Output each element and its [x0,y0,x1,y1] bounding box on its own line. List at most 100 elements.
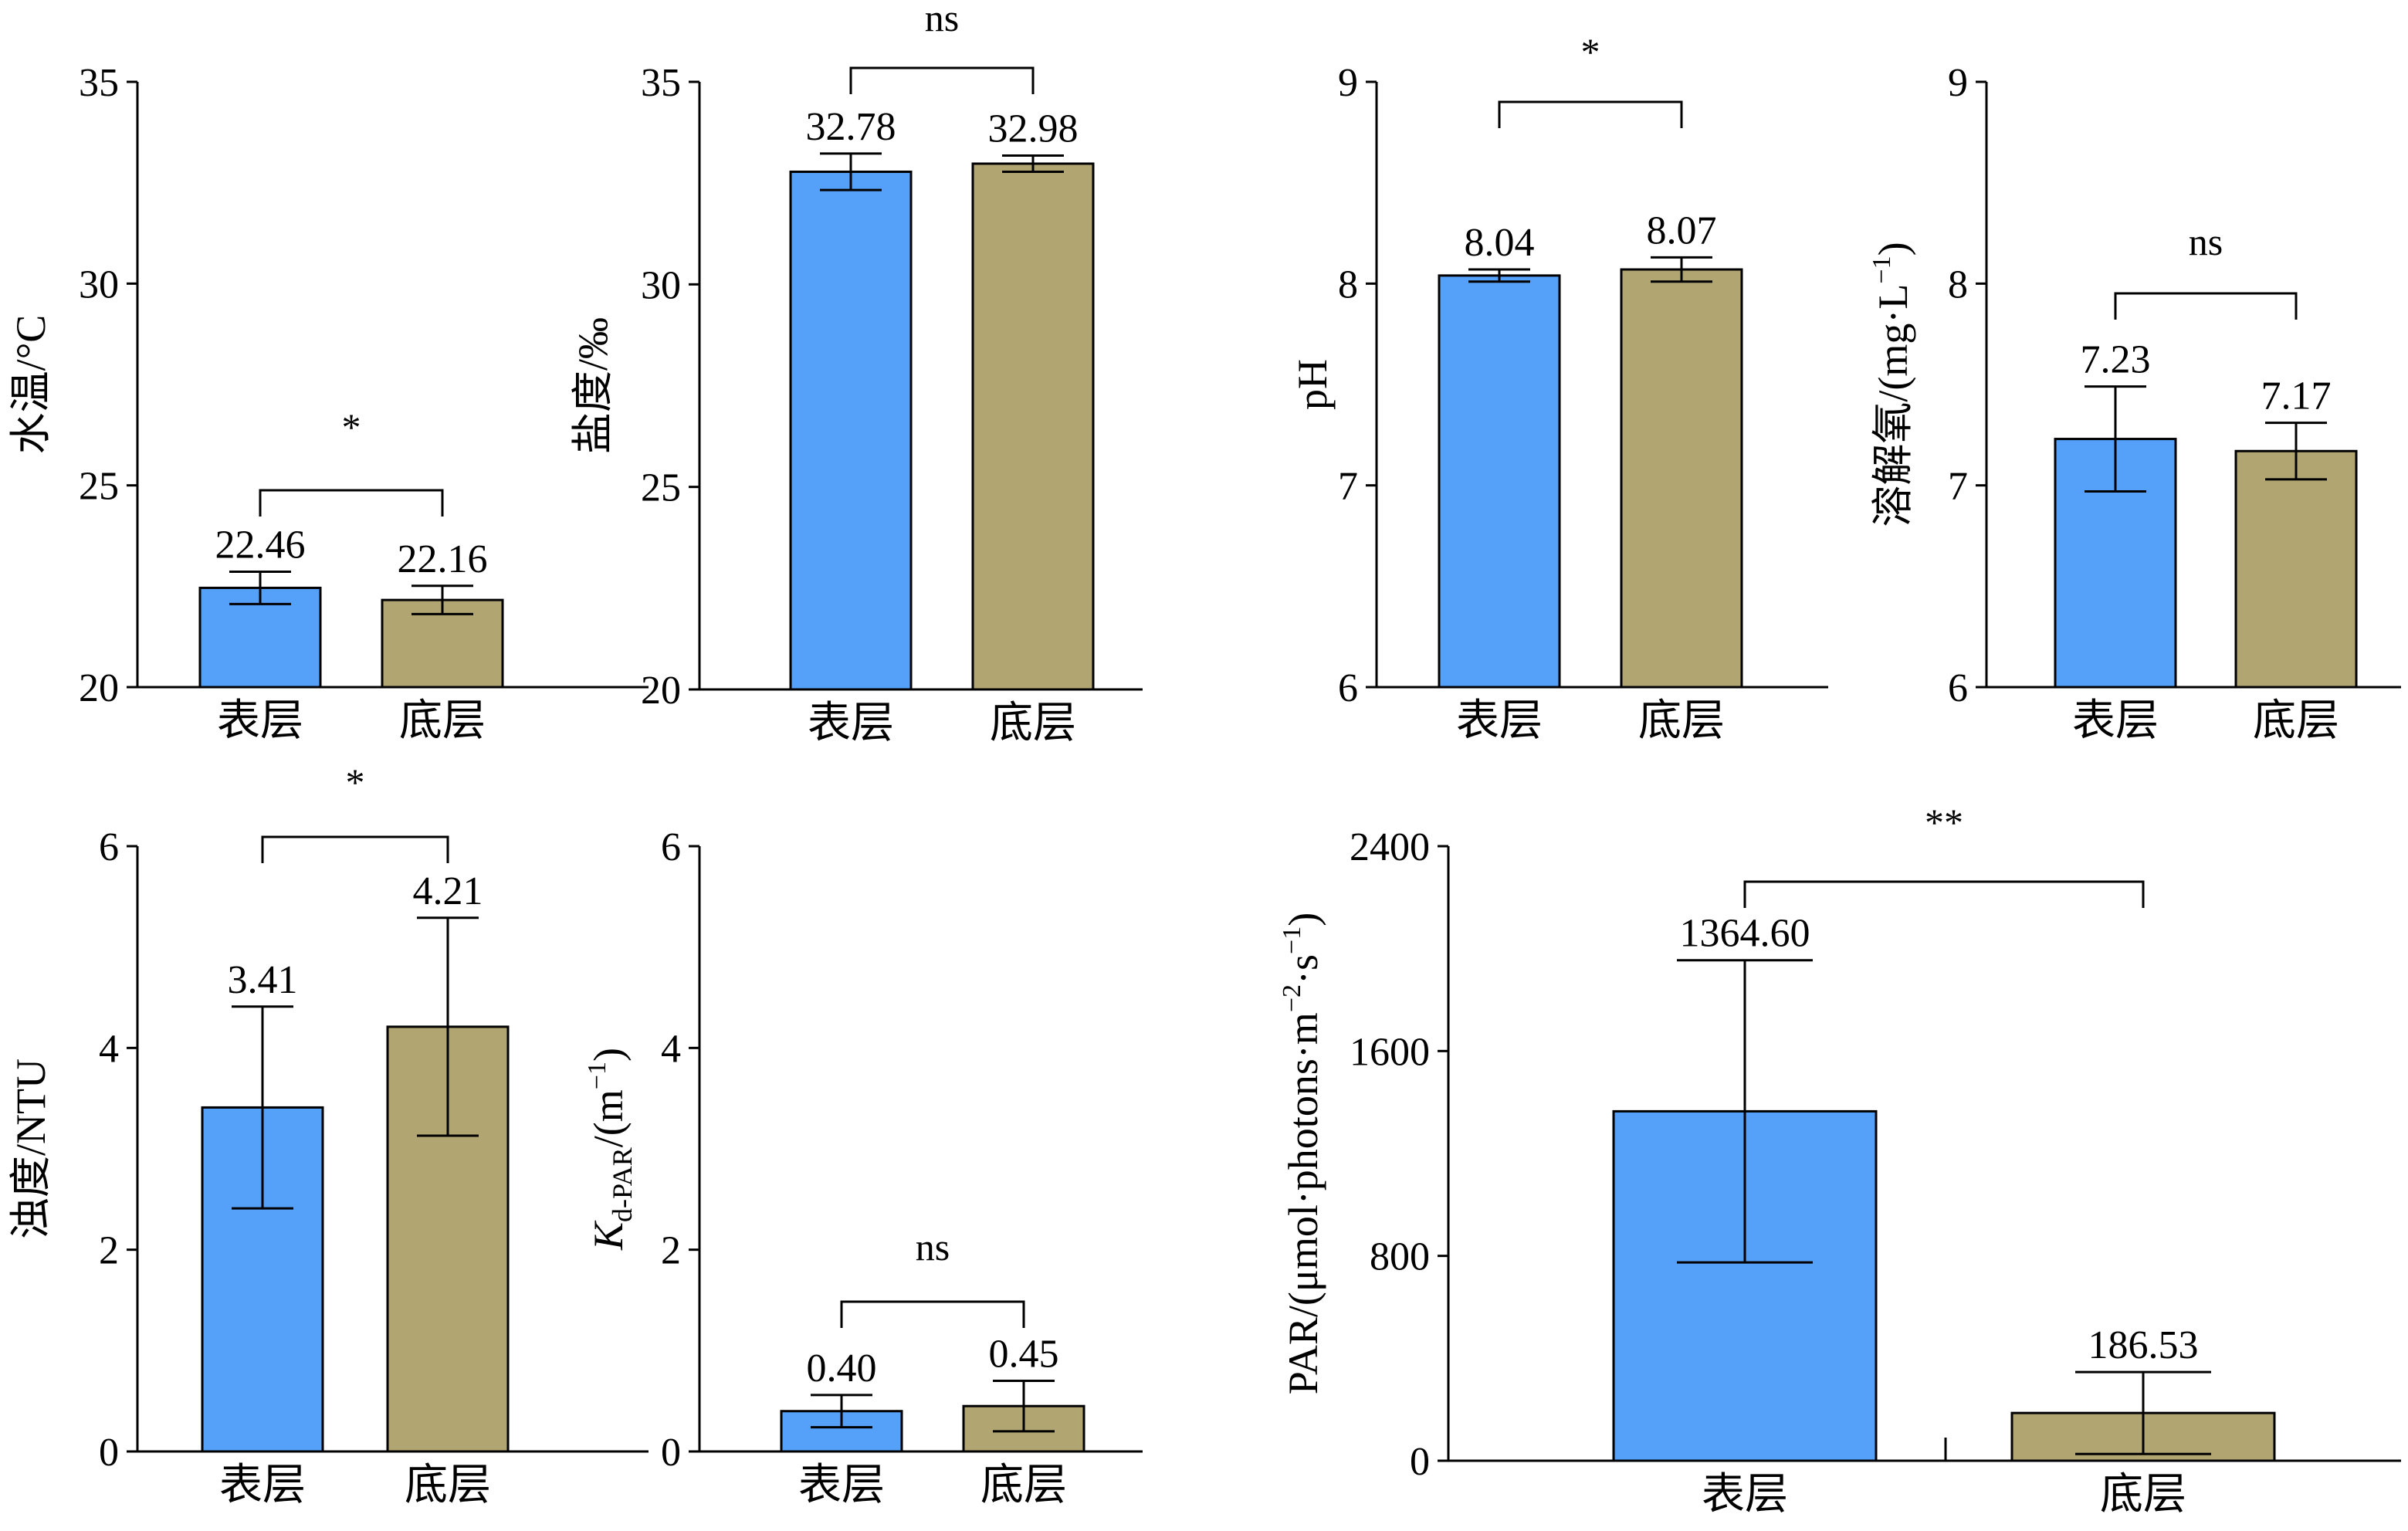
significance-bracket: ns [849,0,1035,94]
chart-panel-par: 0 800 1600 2400 1364.60 表层 186.53 底层 ** PAR/(μmol… [1278,801,2401,1519]
bracket-line [259,489,444,517]
y-tick-label: 20 [79,666,119,710]
data-label: 7.23 [2081,338,2151,382]
y-tick-label: 6 [1948,666,1968,710]
y-tick-label: 30 [79,263,119,307]
error-bar [993,1380,1055,1433]
y-tick-label: 9 [1948,61,1968,105]
bar-bottom [2234,449,2358,689]
y-tick-label: 800 [1370,1235,1430,1279]
bracket-line [1743,880,2145,908]
data-label: 32.78 [806,105,896,149]
significance-bracket: ns [840,1225,1025,1328]
significance-label: * [346,760,365,804]
y-tick-label: 7 [1948,465,1968,509]
data-label: 3.41 [228,958,298,1002]
chart-panel-water-temp: 20 25 30 35 22.46 表层 22.16 底层 * 水温/°C [8,61,649,745]
bar-bottom [971,162,1095,691]
y-tick-label: 7 [1338,465,1358,509]
error-bar [229,571,291,605]
error-bar [2075,1370,2211,1455]
y-tick-label: 2400 [1350,825,1430,869]
bracket-line [1498,100,1683,128]
data-label: 0.40 [807,1346,877,1390]
error-bar [2085,385,2146,493]
chart-panel-ph: 6 7 8 9 8.04 表层 8.07 底层 * pH [1289,30,1828,745]
error-bar [1677,959,1813,1264]
error-bar [417,916,479,1137]
data-label: 8.04 [1465,221,1535,265]
error-bar [1002,154,1064,173]
y-axis-label: 盐度/‰ [570,317,616,454]
x-category-label: 底层 [2253,697,2339,745]
y-tick-label: 1600 [1350,1030,1430,1074]
y-tick-label: 0 [99,1431,119,1475]
significance-bracket: ** [1743,801,2145,908]
data-label: 4.21 [413,869,483,913]
error-bar [1651,256,1712,283]
significance-label: ns [916,1225,950,1268]
significance-label: * [342,405,361,449]
y-tick-label: 6 [1338,666,1358,710]
y-tick-label: 8 [1338,263,1358,307]
bracket-line [261,835,449,863]
y-tick-label: 9 [1338,61,1358,105]
significance-label: ns [925,0,959,39]
x-category-label: 表层 [1456,697,1543,745]
y-axis-label: pH [1289,359,1336,410]
y-tick-label: 20 [641,669,681,713]
x-category-label: 底层 [2100,1471,2186,1519]
data-label: 32.98 [988,107,1079,151]
significance-bracket: * [1498,30,1683,128]
data-label: 1364.60 [1680,912,1810,956]
x-category-label: 底层 [1638,697,1725,745]
y-tick-label: 30 [641,263,681,307]
bar-surface [1438,274,1561,689]
bar-surface [789,170,913,691]
chart-panel-dissolved-oxygen: 6 7 8 9 7.23 表层 7.17 底层 ns 溶解氧/(mg·L−1) [1868,61,2401,745]
y-tick-label: 35 [641,61,681,105]
y-axis-label: 溶解氧/(mg·L−1) [1868,242,1916,527]
y-axis-label: Kd-PAR/(m−1) [583,1048,638,1251]
data-label: 22.46 [215,523,306,567]
y-tick-label: 8 [1948,263,1968,307]
y-axis-label: 浊度/NTU [8,1058,54,1239]
significance-bracket: * [261,760,449,863]
x-category-label: 底层 [980,1462,1067,1509]
significance-label: * [1581,30,1600,73]
error-bar [2265,422,2327,481]
x-category-label: 底层 [399,697,486,745]
bracket-line [849,66,1035,94]
y-tick-label: 25 [79,465,119,509]
y-tick-label: 2 [661,1229,681,1273]
x-category-label: 表层 [2072,697,2159,745]
y-tick-label: 2 [99,1229,119,1273]
error-bar [232,1005,293,1210]
significance-bracket: ns [2114,220,2298,320]
chart-panel-salinity: 20 25 30 35 32.78 表层 32.98 底层 ns 盐度/‰ [570,0,1143,747]
bracket-line [2114,292,2298,320]
bar-bottom [1620,268,1743,689]
error-bar [1468,268,1530,283]
y-tick-label: 6 [99,825,119,869]
x-category-label: 表层 [217,697,303,745]
bracket-line [840,1300,1025,1328]
error-bar [811,1394,872,1429]
significance-label: ns [2189,220,2223,263]
y-axis-label: PAR/(μmol·photons·m−2·s−1) [1278,913,1326,1394]
significance-bracket: * [259,405,444,517]
data-label: 0.45 [989,1333,1059,1377]
data-label: 22.16 [398,537,488,581]
chart-panel-turbidity: 0 2 4 6 3.41 表层 4.21 底层 * 浊度/NTU [8,760,649,1509]
y-tick-label: 0 [1410,1440,1430,1484]
y-axis-label: 水温/°C [8,315,54,455]
x-category-label: 表层 [1702,1471,1788,1519]
data-label: 7.17 [2261,374,2332,418]
data-label: 186.53 [2088,1323,2199,1367]
significance-label: ** [1925,801,1963,844]
y-tick-label: 6 [661,825,681,869]
y-tick-label: 35 [79,61,119,105]
x-category-label: 表层 [808,699,894,747]
y-tick-label: 4 [661,1027,681,1071]
